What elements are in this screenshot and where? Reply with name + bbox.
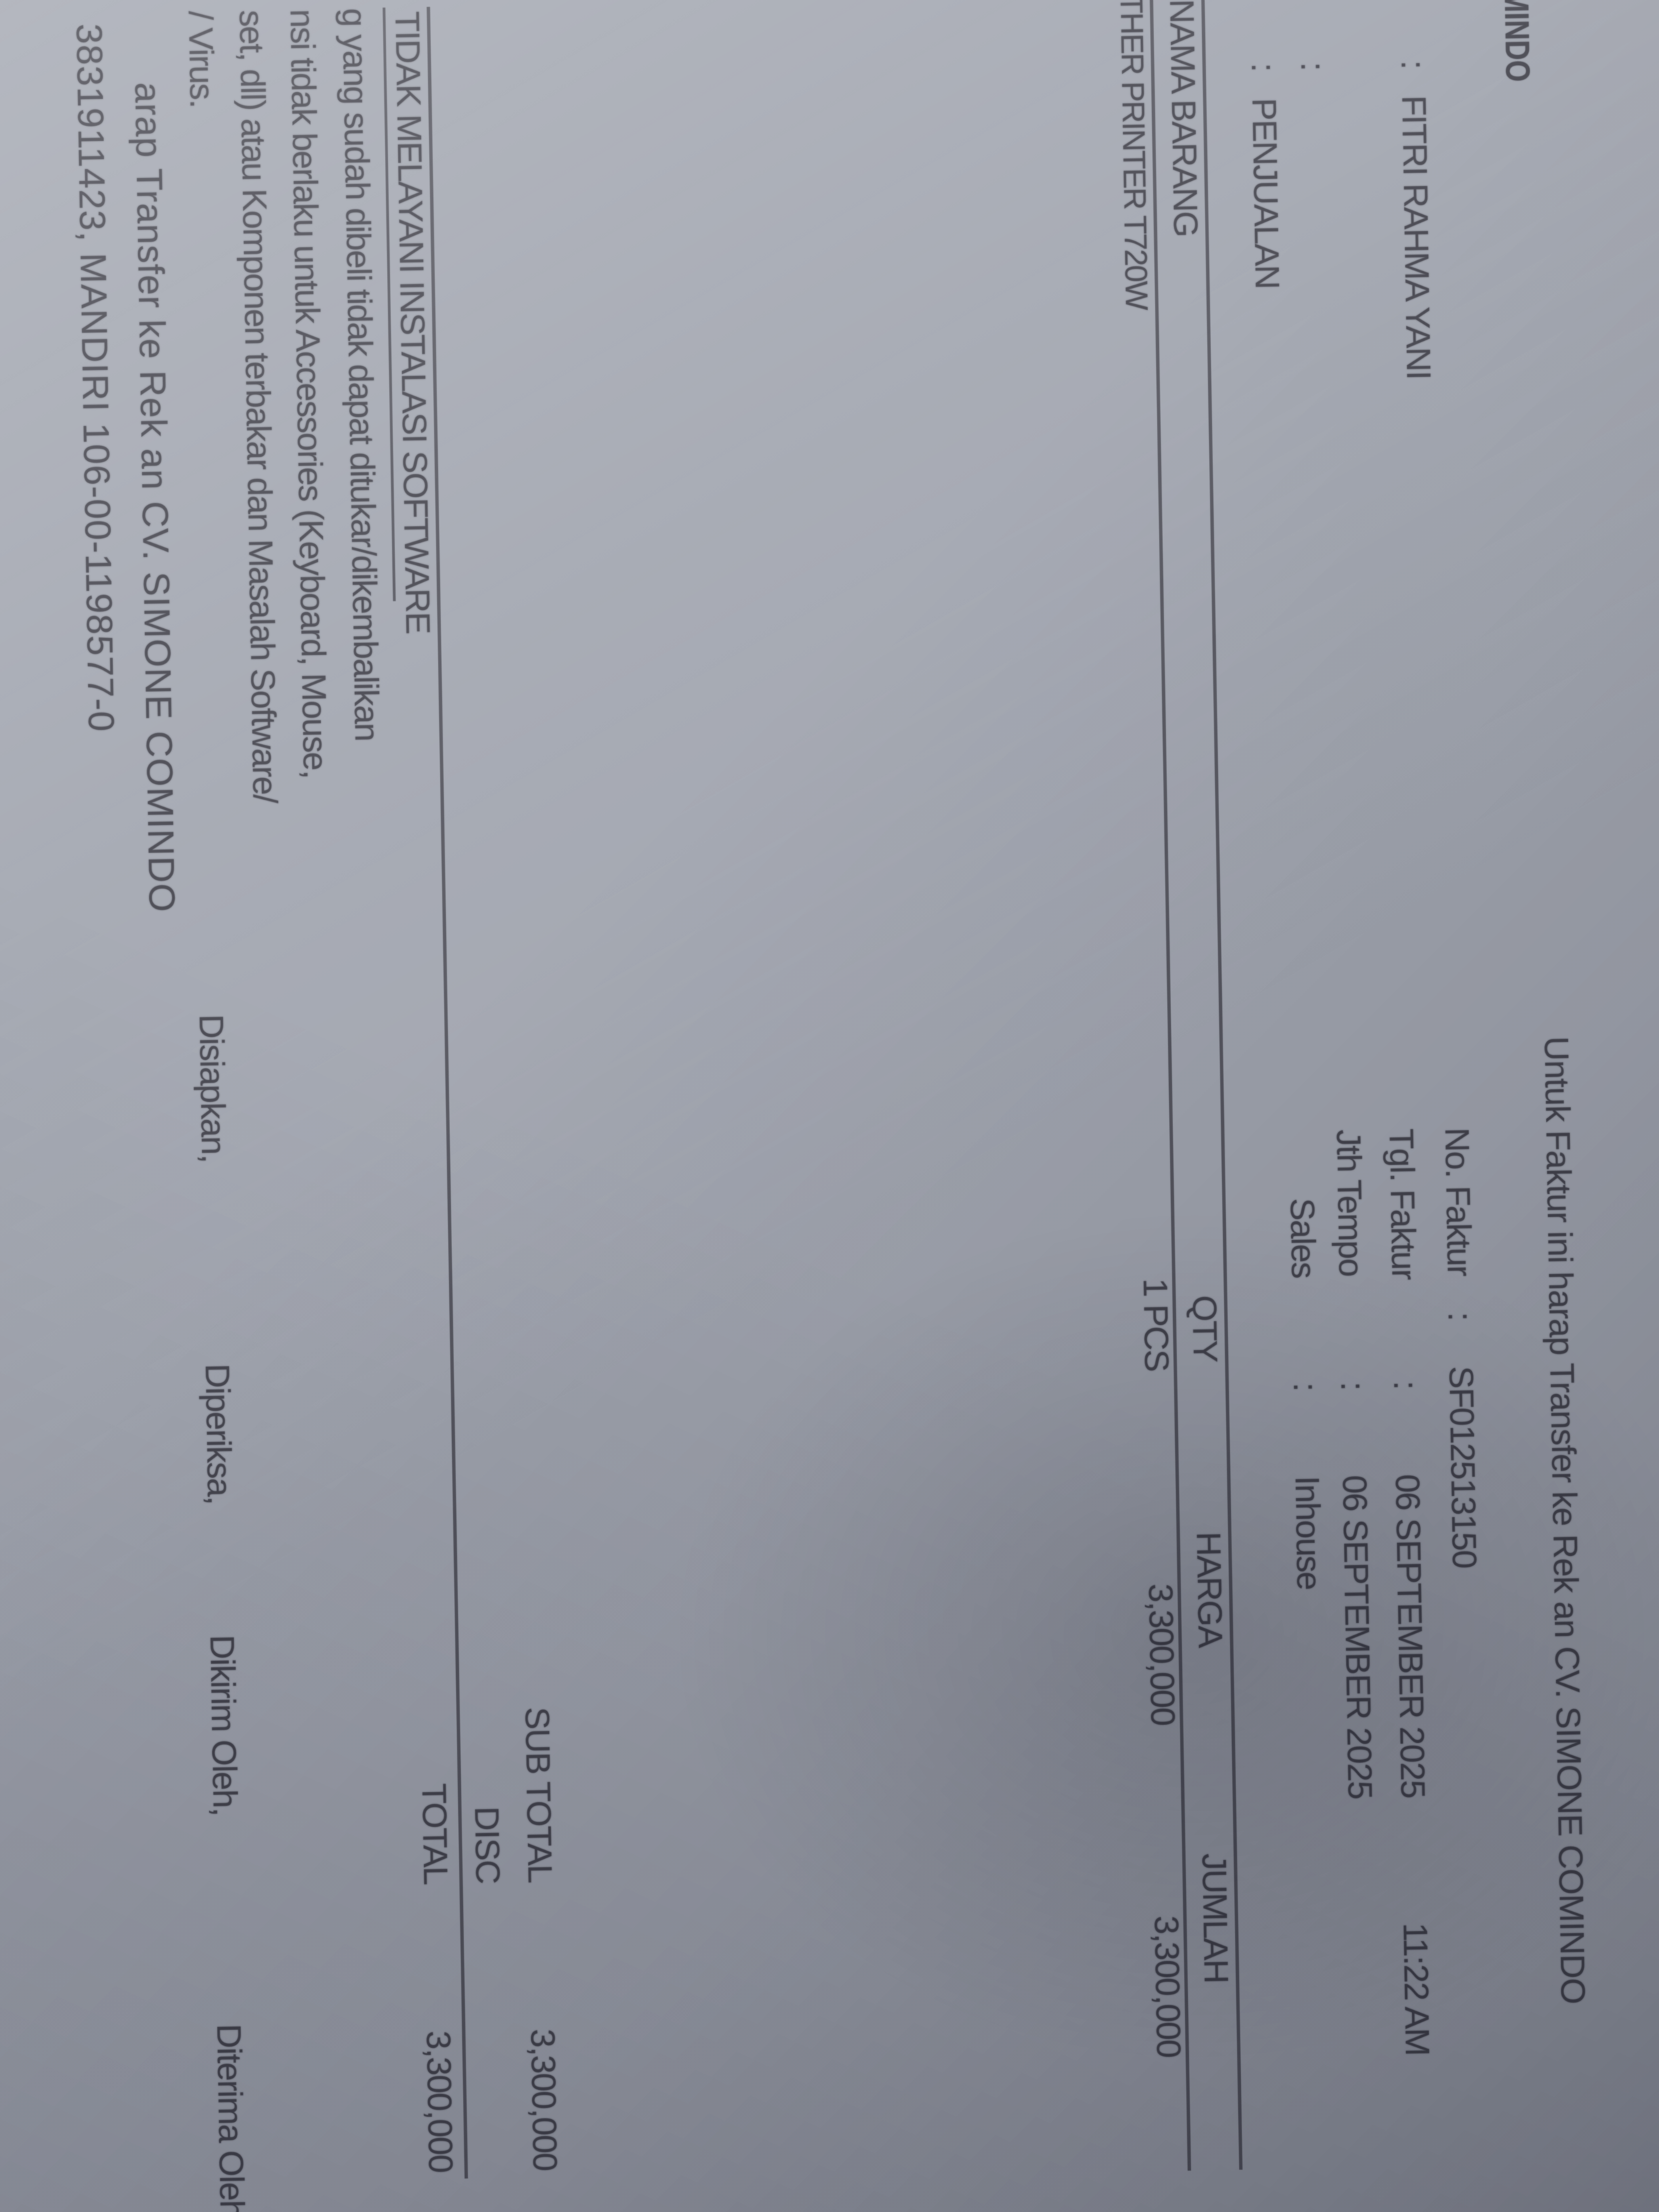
invoice-number-label: No. Faktur bbox=[1437, 1127, 1479, 1276]
colon: : bbox=[1334, 1381, 1372, 1391]
footer-transfer-note: arap Transfer ke Rek an CV. SIMONE COMIN… bbox=[127, 81, 182, 914]
colon: : bbox=[1387, 1380, 1425, 1390]
discount-label: DISC bbox=[467, 1806, 507, 1884]
terms-line-4: / Virus. bbox=[181, 10, 222, 108]
invoice-date-row: Tgl. Faktur : 06 SEPTEMBER 2025 11:22 AM bbox=[1380, 1128, 1438, 2207]
customer-address-row: : bbox=[1294, 61, 1332, 98]
colon: : bbox=[1244, 62, 1283, 72]
signature-received-by: Diterima Oleh, bbox=[209, 2023, 251, 2212]
colon: : bbox=[1441, 1311, 1479, 1321]
signature-prepared-by: Disiapkan, bbox=[192, 1014, 233, 1163]
invoice-time-value: 11:22 AM bbox=[1396, 1922, 1437, 2056]
invoice-number-row: No. Faktur : SF012513150 bbox=[1435, 1127, 1494, 2205]
colon: : bbox=[1294, 61, 1332, 71]
customer-note: PENJUALAN bbox=[1245, 98, 1287, 289]
transfer-note: Untuk Faktur ini harap Transfer ke Rek a… bbox=[1537, 1036, 1593, 2005]
subtotal-label: SUB TOTAL bbox=[518, 1706, 559, 1883]
total-label: TOTAL bbox=[415, 1782, 455, 1885]
item-price: 3,300,000 bbox=[1141, 1583, 1183, 1726]
item-amount: 3,300,000 bbox=[1147, 1915, 1188, 2057]
sales-value: Inhouse bbox=[1288, 1475, 1328, 1590]
subtotal-value: 3,300,000 bbox=[523, 2028, 565, 2171]
terms-line-1: g yang sudah dibeli tidak dapat ditukar/… bbox=[335, 7, 386, 741]
column-header-amount: JUMLAH bbox=[1195, 1853, 1235, 1984]
column-header-qty: QTY bbox=[1185, 1294, 1225, 1363]
discount-value bbox=[506, 1897, 510, 2171]
total-value: 3,300,000 bbox=[419, 2030, 460, 2173]
invoice-date-label: Tgl. Faktur bbox=[1382, 1128, 1423, 1280]
colon: : bbox=[1394, 60, 1433, 69]
customer-name: FITRI RAHMA YANI bbox=[1395, 95, 1438, 380]
letterhead-name-cut: MINDO bbox=[1497, 0, 1537, 83]
due-date-row: Jth Tempo : 06 SEPTEMBER 2025 bbox=[1327, 1129, 1385, 2207]
signature-shipped-by: Dikirim Oleh, bbox=[203, 1634, 245, 1816]
terms-line-3: set, dll) atau Komponen terbakar dan Mas… bbox=[232, 9, 285, 803]
due-date-label: Jth Tempo bbox=[1329, 1129, 1370, 1277]
item-qty: 1 PCS bbox=[1136, 1277, 1176, 1372]
colon: : bbox=[1286, 1382, 1325, 1391]
customer-note-row: : PENJUALAN bbox=[1244, 62, 1287, 289]
signature-checked-by: Diperiksa, bbox=[198, 1363, 239, 1504]
column-header-price: HARGA bbox=[1189, 1531, 1230, 1647]
footer-bank-accounts: 3831911423, MANDIRI 106-00-1198577-0 bbox=[68, 23, 122, 733]
customer-name-row: : FITRI RAHMA YANI bbox=[1394, 60, 1438, 380]
due-date-value: 06 SEPTEMBER 2025 bbox=[1335, 1475, 1379, 1799]
sales-label: Sales bbox=[1283, 1197, 1323, 1278]
invoice-number-value: SF012513150 bbox=[1441, 1366, 1484, 1568]
column-header-item-name: NAMA BARANG bbox=[1162, 0, 1205, 237]
invoice-date-value: 06 SEPTEMBER 2025 bbox=[1388, 1473, 1432, 1799]
sales-row: Sales : Inhouse bbox=[1279, 1130, 1338, 2208]
item-name: THER PRINTER T720W bbox=[1113, 0, 1155, 310]
terms-line-2: nsi tidak berlaku untuk Accessories (Key… bbox=[283, 8, 335, 779]
